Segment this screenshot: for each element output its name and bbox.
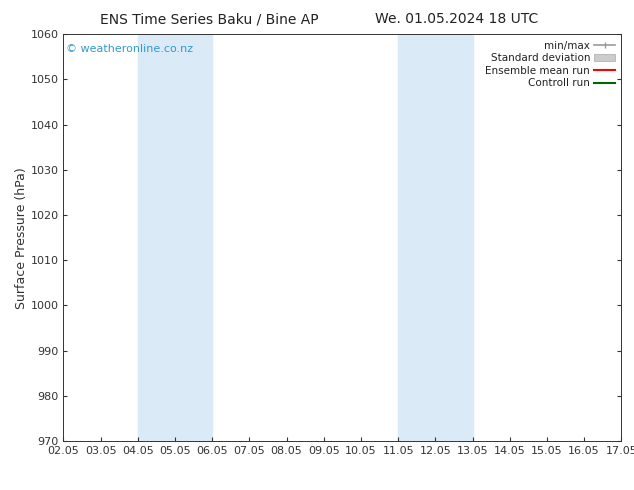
- Bar: [398, 34, 472, 441]
- Text: We. 01.05.2024 18 UTC: We. 01.05.2024 18 UTC: [375, 12, 538, 26]
- Y-axis label: Surface Pressure (hPa): Surface Pressure (hPa): [15, 167, 28, 309]
- Text: ENS Time Series Baku / Bine AP: ENS Time Series Baku / Bine AP: [100, 12, 318, 26]
- Legend: min/max, Standard deviation, Ensemble mean run, Controll run: min/max, Standard deviation, Ensemble me…: [482, 37, 618, 92]
- Text: © weatheronline.co.nz: © weatheronline.co.nz: [66, 45, 193, 54]
- Bar: [138, 34, 212, 441]
